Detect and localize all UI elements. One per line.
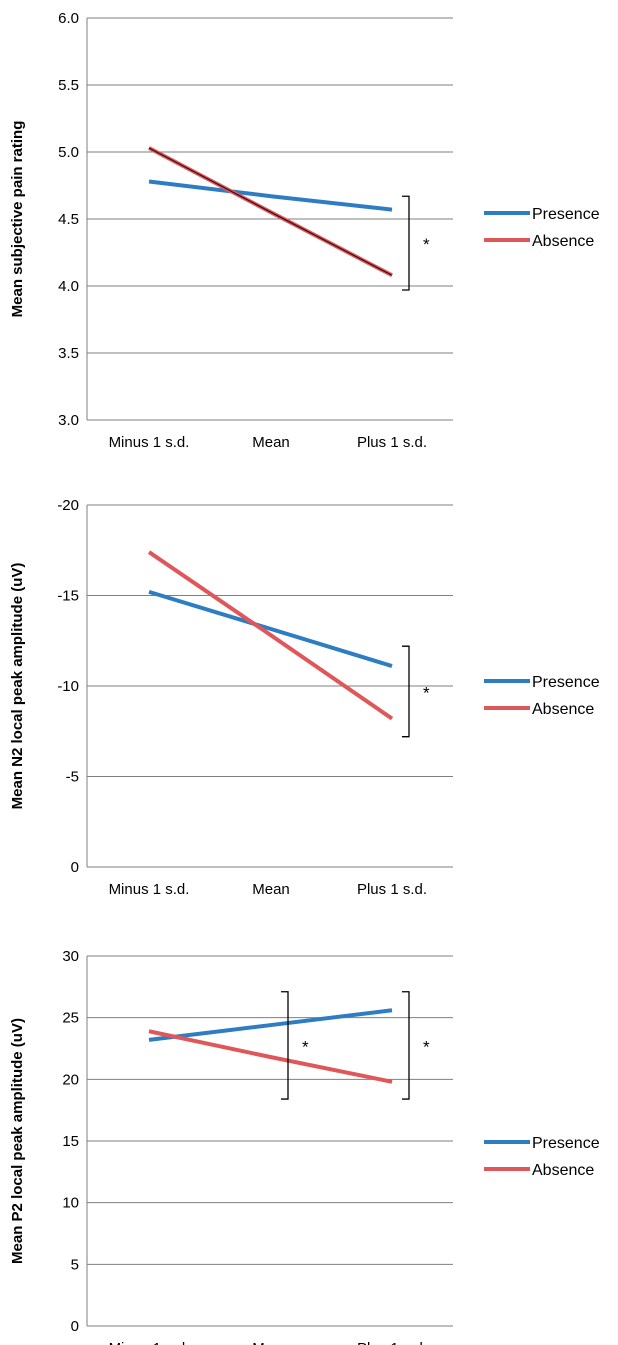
x-tick-label: Plus 1 s.d.: [357, 1340, 427, 1345]
legend-label-absence: Absence: [532, 1162, 594, 1179]
significance-bracket: [402, 195, 410, 291]
y-tick-label: 4.0: [58, 278, 79, 295]
y-tick-label: 3.0: [58, 412, 79, 429]
x-tick-label: Mean: [252, 434, 290, 451]
y-axis-label: Mean N2 local peak amplitude (uV): [9, 563, 26, 810]
series-line-presence: [148, 179, 393, 212]
chart-3: 0 5 10 15 20 25 30 Minus 1 s.d. Mean Plus 1 s.d. M…: [9, 948, 600, 1345]
legend: Presence Absence: [484, 206, 600, 250]
significance-bracket: [402, 991, 410, 1100]
y-axis-label: Mean subjective pain rating: [9, 121, 26, 318]
y-tick-label: 0: [71, 1318, 79, 1335]
x-tick-label: Minus 1 s.d.: [109, 1340, 190, 1345]
chart-2: 0 -5 -10 -15 -20 Minus 1 s.d. Mean Plus 1 s.d. M…: [9, 497, 600, 898]
series-line-absence-outline: [148, 147, 393, 276]
y-tick-label: 5.0: [58, 144, 79, 161]
y-tick-label: 30: [62, 948, 79, 965]
significance-star: *: [423, 1037, 430, 1056]
x-tick-label: Mean: [252, 1340, 290, 1345]
x-tick-label: Plus 1 s.d.: [357, 881, 427, 898]
y-tick-label: 20: [62, 1071, 79, 1088]
y-tick-label: 4.5: [58, 211, 79, 228]
legend: Presence Absence: [484, 1135, 600, 1179]
x-tick-label: Mean: [252, 881, 290, 898]
legend-label-presence: Presence: [532, 674, 600, 691]
significance-bracket: [281, 991, 289, 1100]
y-tick-label: 6.0: [58, 10, 79, 27]
significance-star: *: [423, 235, 430, 254]
y-tick-label: 25: [62, 1010, 79, 1027]
legend-label-presence: Presence: [532, 1135, 600, 1152]
y-tick-label: 0: [71, 859, 79, 876]
y-tick-label: -20: [57, 497, 79, 514]
y-tick-label: 10: [62, 1195, 79, 1212]
significance-star: *: [423, 683, 430, 702]
legend: Presence Absence: [484, 674, 600, 718]
chart-1: 3.0 3.5 4.0 4.5 5.0 5.5 6.0 Minus 1 s.d. Mean Plu…: [9, 10, 600, 451]
significance-star: *: [302, 1037, 309, 1056]
series-line-presence: [148, 589, 393, 669]
y-tick-label: 5: [71, 1256, 79, 1273]
significance-bracket: [402, 645, 410, 738]
y-axis-label: Mean P2 local peak amplitude (uV): [9, 1018, 26, 1264]
y-tick-label: 3.5: [58, 345, 79, 362]
y-tick-label: 5.5: [58, 77, 79, 94]
y-tick-label: -5: [66, 769, 79, 786]
legend-label-absence: Absence: [532, 701, 594, 718]
series-line-presence: [148, 1008, 393, 1042]
series-line-absence: [147, 550, 394, 721]
legend-label-absence: Absence: [532, 233, 594, 250]
x-tick-label: Minus 1 s.d.: [109, 881, 190, 898]
series-line-absence: [148, 1029, 393, 1084]
legend-label-presence: Presence: [532, 206, 600, 223]
x-tick-label: Minus 1 s.d.: [109, 434, 190, 451]
x-tick-label: Plus 1 s.d.: [357, 434, 427, 451]
y-tick-label: 15: [62, 1133, 79, 1150]
y-tick-label: -10: [57, 678, 79, 695]
y-tick-label: -15: [57, 588, 79, 605]
